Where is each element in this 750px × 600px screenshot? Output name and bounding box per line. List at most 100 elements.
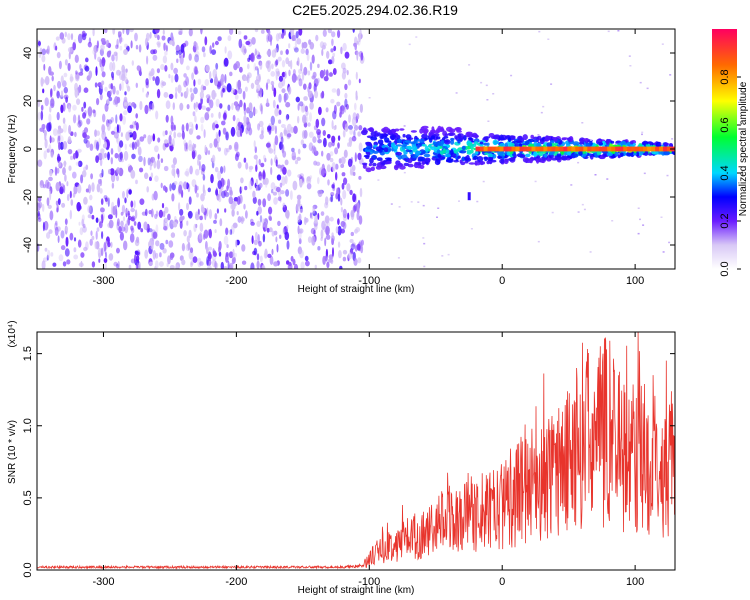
- heatmap-line-cell: [599, 146, 605, 152]
- heatmap-signal-cell: [375, 165, 382, 170]
- heatmap-noise-cell: [357, 152, 362, 161]
- heatmap-signal-cell: [422, 128, 429, 134]
- heatmap-noise-cell: [321, 90, 325, 99]
- heatmap-noise-cell: [191, 179, 197, 188]
- heatmap-noise-cell: [265, 142, 271, 148]
- heatmap-noise-cell: [92, 109, 96, 114]
- heatmap-noise-cell: [83, 101, 87, 109]
- heatmap-noise-cell: [299, 178, 303, 188]
- y-tick-label: -20: [22, 189, 34, 205]
- heatmap-signal-cell: [473, 155, 479, 160]
- heatmap-noise-cell: [83, 137, 88, 144]
- heatmap-noise-cell: [79, 64, 82, 70]
- heatmap-noise-cell: [170, 115, 174, 125]
- heatmap-noise-cell: [62, 261, 67, 267]
- heatmap-noise-cell: [223, 112, 227, 120]
- heatmap-sparse-cell: [538, 30, 541, 33]
- heatmap-line-cell: [595, 146, 601, 152]
- heatmap-noise-cell: [140, 228, 144, 233]
- heatmap-noise-cell: [288, 43, 291, 49]
- heatmap-noise-cell: [82, 132, 87, 139]
- heatmap-noise-cell: [171, 193, 175, 202]
- heatmap-noise-cell: [322, 29, 327, 37]
- heatmap-noise-cell: [145, 208, 148, 217]
- heatmap-noise-cell: [245, 210, 248, 219]
- heatmap-noise-cell: [167, 213, 171, 221]
- heatmap-noise-cell: [353, 257, 358, 266]
- heatmap-noise-cell: [117, 124, 121, 134]
- heatmap-noise-cell: [299, 173, 305, 179]
- heatmap-signal-cell: [395, 144, 403, 147]
- heatmap-noise-cell: [304, 105, 308, 113]
- heatmap-noise-cell: [330, 98, 335, 104]
- heatmap-noise-cell: [255, 50, 260, 55]
- heatmap-signal-cell: [428, 132, 432, 137]
- heatmap-noise-cell: [327, 179, 330, 186]
- heatmap-noise-cell: [120, 226, 126, 232]
- heatmap-noise-cell: [311, 235, 316, 246]
- heatmap-noise-cell: [133, 141, 138, 150]
- heatmap-noise-cell: [130, 258, 136, 264]
- heatmap-noise-cell: [57, 80, 62, 89]
- heatmap-line-cell: [483, 146, 489, 152]
- heatmap-noise-cell: [206, 98, 210, 104]
- heatmap-signal-cell: [572, 141, 580, 146]
- heatmap-signal-cell: [474, 162, 481, 166]
- heatmap-noise-cell: [252, 196, 257, 204]
- heatmap-noise-cell: [124, 197, 127, 204]
- heatmap-noise-cell: [219, 103, 223, 109]
- heatmap-sparse-cell: [472, 142, 475, 144]
- heatmap-sparse-cell: [629, 65, 632, 67]
- heatmap-noise-cell: [277, 56, 282, 62]
- heatmap-noise-cell: [135, 264, 138, 269]
- heatmap-noise-cell: [124, 76, 128, 83]
- heatmap-signal-cell: [461, 145, 466, 151]
- heatmap-noise-cell: [191, 72, 195, 81]
- heatmap-noise-cell: [68, 124, 72, 135]
- heatmap-noise-cell: [255, 164, 258, 172]
- heatmap-noise-cell: [232, 114, 236, 122]
- heatmap-noise-cell: [142, 87, 145, 93]
- heatmap-noise-cell: [69, 190, 72, 199]
- heatmap-signal-cell: [390, 142, 396, 148]
- heatmap-noise-cell: [160, 80, 164, 88]
- heatmap-noise-cell: [41, 78, 45, 84]
- heatmap-noise-cell: [243, 157, 247, 163]
- heatmap-signal-cell: [556, 153, 562, 157]
- heatmap-noise-cell: [164, 50, 168, 56]
- heatmap-noise-cell: [63, 160, 67, 168]
- heatmap-line-cell: [567, 146, 573, 152]
- heatmap-noise-cell: [257, 206, 263, 215]
- heatmap-noise-cell: [58, 254, 64, 262]
- heatmap-noise-cell: [271, 63, 274, 70]
- heatmap-noise-cell: [56, 90, 60, 99]
- heatmap-sparse-cell: [422, 204, 425, 207]
- heatmap-noise-cell: [130, 225, 134, 231]
- heatmap-noise-cell: [209, 142, 213, 149]
- heatmap-sparse-cell: [590, 139, 593, 141]
- heatmap-noise-cell: [285, 114, 289, 122]
- heatmap-noise-cell: [330, 194, 334, 203]
- heatmap-noise-cell: [184, 171, 189, 176]
- heatmap-signal-cell: [399, 128, 405, 131]
- heatmap-noise-cell: [314, 264, 317, 269]
- heatmap-noise-cell: [108, 96, 113, 102]
- heatmap-noise-cell: [107, 241, 111, 248]
- heatmap-noise-cell: [179, 220, 183, 229]
- heatmap-noise-cell: [155, 210, 159, 217]
- heatmap-noise-cell: [315, 34, 319, 42]
- heatmap-noise-cell: [57, 128, 62, 135]
- heatmap-noise-cell: [331, 38, 334, 46]
- heatmap-signal-cell: [522, 134, 528, 141]
- heatmap-noise-cell: [181, 243, 185, 252]
- heatmap-noise-cell: [60, 75, 64, 84]
- heatmap-signal-cell: [467, 137, 473, 140]
- heatmap-noise-cell: [321, 117, 326, 127]
- heatmap-noise-cell: [332, 52, 336, 58]
- heatmap-noise-cell: [91, 214, 95, 220]
- heatmap-sparse-cell: [607, 30, 610, 33]
- heatmap-signal-cell: [384, 140, 392, 143]
- heatmap-noise-cell: [352, 193, 356, 203]
- heatmap-signal-cell: [458, 133, 462, 139]
- heatmap-noise-cell: [303, 66, 308, 76]
